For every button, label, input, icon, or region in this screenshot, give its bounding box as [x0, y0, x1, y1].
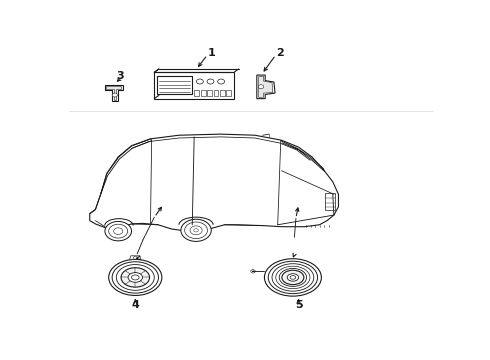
- Polygon shape: [257, 75, 275, 99]
- Bar: [226, 90, 231, 96]
- Circle shape: [190, 226, 202, 235]
- Polygon shape: [105, 85, 123, 102]
- Circle shape: [196, 79, 203, 84]
- Bar: [220, 90, 225, 96]
- Circle shape: [218, 79, 224, 84]
- Bar: [154, 72, 234, 99]
- Ellipse shape: [131, 275, 139, 280]
- Bar: [200, 90, 206, 96]
- Ellipse shape: [112, 262, 158, 293]
- Text: 4: 4: [131, 300, 139, 310]
- Bar: [194, 90, 199, 96]
- Bar: [207, 90, 212, 96]
- Circle shape: [181, 219, 211, 242]
- Ellipse shape: [272, 264, 314, 291]
- Circle shape: [112, 93, 118, 97]
- Circle shape: [185, 222, 207, 239]
- Ellipse shape: [268, 261, 318, 294]
- Circle shape: [133, 256, 137, 259]
- Text: 2: 2: [276, 48, 284, 58]
- Ellipse shape: [279, 269, 307, 287]
- Circle shape: [105, 221, 131, 241]
- Circle shape: [194, 229, 198, 232]
- Circle shape: [109, 224, 128, 238]
- Text: 1: 1: [207, 48, 215, 58]
- Bar: [214, 90, 219, 96]
- Ellipse shape: [116, 265, 154, 290]
- Ellipse shape: [287, 274, 298, 281]
- Polygon shape: [90, 134, 339, 232]
- Polygon shape: [106, 86, 121, 100]
- Circle shape: [114, 228, 123, 234]
- Circle shape: [207, 79, 214, 84]
- Circle shape: [252, 270, 254, 272]
- Ellipse shape: [109, 260, 162, 296]
- Text: 5: 5: [295, 300, 302, 310]
- Circle shape: [251, 270, 255, 273]
- Ellipse shape: [282, 270, 304, 285]
- Polygon shape: [129, 256, 141, 260]
- Circle shape: [258, 85, 264, 89]
- Bar: [325, 193, 335, 210]
- Text: 3: 3: [116, 72, 124, 81]
- Ellipse shape: [276, 266, 310, 289]
- Ellipse shape: [128, 273, 143, 282]
- Bar: [157, 76, 192, 94]
- Ellipse shape: [121, 268, 149, 287]
- Polygon shape: [259, 76, 273, 97]
- Ellipse shape: [265, 259, 321, 296]
- Ellipse shape: [290, 276, 296, 279]
